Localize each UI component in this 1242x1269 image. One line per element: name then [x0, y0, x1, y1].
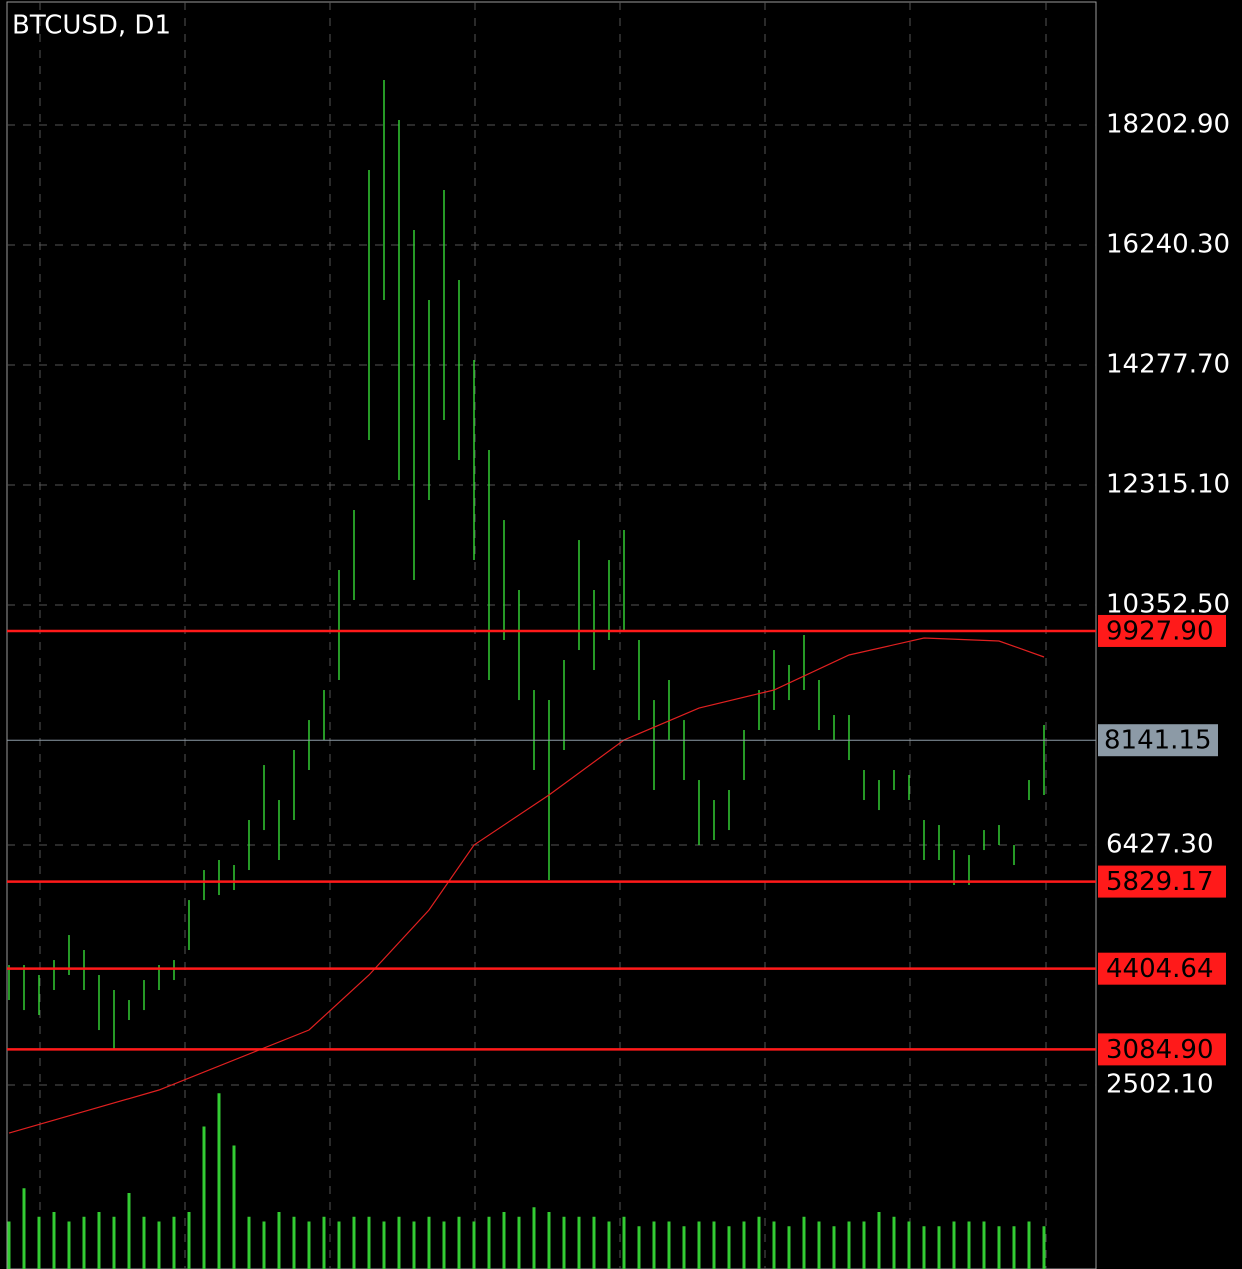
volume-bar: [7, 1221, 11, 1269]
volume-bar: [142, 1216, 146, 1269]
volume-bar: [922, 1226, 926, 1269]
volume-bar: [712, 1221, 716, 1269]
volume-bar: [22, 1188, 26, 1269]
level-label-box: [1098, 1033, 1226, 1066]
volume-bar: [652, 1221, 656, 1269]
volume-bar: [742, 1221, 746, 1269]
volume-bar: [337, 1221, 341, 1269]
volume-bar: [172, 1216, 176, 1269]
volume-bar: [607, 1221, 611, 1269]
volume-bar: [682, 1226, 686, 1269]
volume-bar: [502, 1212, 506, 1269]
volume-bar: [877, 1212, 881, 1269]
level-label: 4404.64: [1106, 954, 1214, 984]
volume-bar: [112, 1216, 116, 1269]
current-price-box: [1098, 724, 1218, 757]
volume-bar: [667, 1221, 671, 1269]
volume-bar: [982, 1221, 986, 1269]
volume-bar: [592, 1216, 596, 1269]
volume-bar: [847, 1221, 851, 1269]
level-label-box: [1098, 952, 1226, 985]
volume-bar: [217, 1093, 221, 1269]
level-label-box: [1098, 865, 1226, 898]
volume-bar: [787, 1226, 791, 1269]
volume-bar: [802, 1216, 806, 1269]
moving-average: [8, 637, 1045, 1134]
y-tick-label: 10352.50: [1106, 589, 1230, 619]
volume-bar: [1027, 1221, 1031, 1269]
volume-bar: [817, 1221, 821, 1269]
volume-bar: [907, 1221, 911, 1269]
volume-bar: [757, 1216, 761, 1269]
volume-bar: [862, 1221, 866, 1269]
volume-bar: [532, 1207, 536, 1269]
volume-bar: [82, 1216, 86, 1269]
volume-bar: [202, 1126, 206, 1269]
volume-bar: [37, 1216, 41, 1269]
volume-bar: [52, 1212, 56, 1269]
level-label: 3084.90: [1106, 1035, 1214, 1065]
volume-bar: [487, 1216, 491, 1269]
volume-bar: [367, 1216, 371, 1269]
volume-bar: [892, 1216, 896, 1269]
volume-bar: [937, 1226, 941, 1269]
volume-bar: [277, 1212, 281, 1269]
volume-bar: [967, 1221, 971, 1269]
y-tick-label: 12315.10: [1106, 469, 1230, 499]
volume-bar: [562, 1216, 566, 1269]
volume-bar: [127, 1193, 131, 1269]
level-label: 9927.90: [1106, 616, 1214, 646]
y-tick-label: 16240.30: [1106, 229, 1230, 259]
current-price-label: 8141.15: [1104, 726, 1212, 756]
volume-bar: [772, 1221, 776, 1269]
volume-bar: [382, 1221, 386, 1269]
volume-bar: [322, 1216, 326, 1269]
volume-bar: [187, 1212, 191, 1269]
y-tick-label: 6427.30: [1106, 830, 1214, 860]
volume-bar: [637, 1226, 641, 1269]
volume-bar: [232, 1145, 236, 1269]
volume-bar: [577, 1216, 581, 1269]
y-tick-label: 14277.70: [1106, 349, 1230, 379]
volume-bar: [997, 1226, 1001, 1269]
volume-bar: [307, 1221, 311, 1269]
y-tick-label: 18202.90: [1106, 109, 1230, 139]
volume-bar: [457, 1216, 461, 1269]
volume-bar: [517, 1216, 521, 1269]
volume-bar: [262, 1221, 266, 1269]
volume-bar: [1042, 1226, 1046, 1269]
chart-title: BTCUSD, D1: [12, 11, 171, 41]
volume-bar: [832, 1226, 836, 1269]
volume-bar: [727, 1226, 731, 1269]
volume-bar: [397, 1216, 401, 1269]
volume-bar: [292, 1216, 296, 1269]
volume-bar: [352, 1216, 356, 1269]
volume-bar: [157, 1221, 161, 1269]
volume-bar: [427, 1216, 431, 1269]
volume-bar: [697, 1221, 701, 1269]
volume-bar: [472, 1221, 476, 1269]
volume-bar: [1012, 1226, 1016, 1269]
volume-bar: [412, 1221, 416, 1269]
volume-bar: [547, 1212, 551, 1269]
level-label-box: [1098, 614, 1226, 647]
level-label: 5829.17: [1106, 867, 1214, 897]
volume-bar: [247, 1216, 251, 1269]
volume-bar: [67, 1221, 71, 1269]
y-tick-label: 2502.10: [1106, 1070, 1214, 1100]
plot-frame: [6, 1, 1097, 1269]
volume-bar: [442, 1221, 446, 1269]
volume-bar: [97, 1212, 101, 1269]
volume-bar: [952, 1221, 956, 1269]
volume-bar: [622, 1216, 626, 1269]
